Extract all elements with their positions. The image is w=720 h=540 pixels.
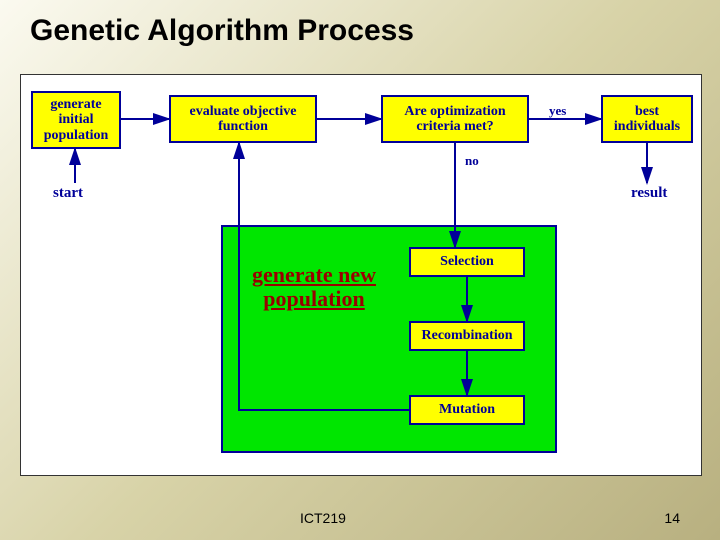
edge-label-yes: yes bbox=[549, 103, 566, 119]
node-generate-initial: generate initial population bbox=[31, 91, 121, 149]
result-label: result bbox=[631, 185, 667, 202]
node-criteria-met: Are optimization criteria met? bbox=[381, 95, 529, 143]
diagram-frame: generate new population generate initial… bbox=[20, 74, 702, 476]
generate-new-population-label: generate new population bbox=[249, 263, 379, 311]
node-selection: Selection bbox=[409, 247, 525, 277]
node-best-individuals: best individuals bbox=[601, 95, 693, 143]
node-recombination: Recombination bbox=[409, 321, 525, 351]
node-evaluate-objective: evaluate objective function bbox=[169, 95, 317, 143]
node-mutation: Mutation bbox=[409, 395, 525, 425]
edge-label-no: no bbox=[465, 153, 479, 169]
page-title: Genetic Algorithm Process bbox=[30, 14, 414, 48]
start-label: start bbox=[53, 185, 83, 202]
footer-course-code: ICT219 bbox=[300, 510, 346, 526]
slide-number: 14 bbox=[664, 510, 680, 526]
